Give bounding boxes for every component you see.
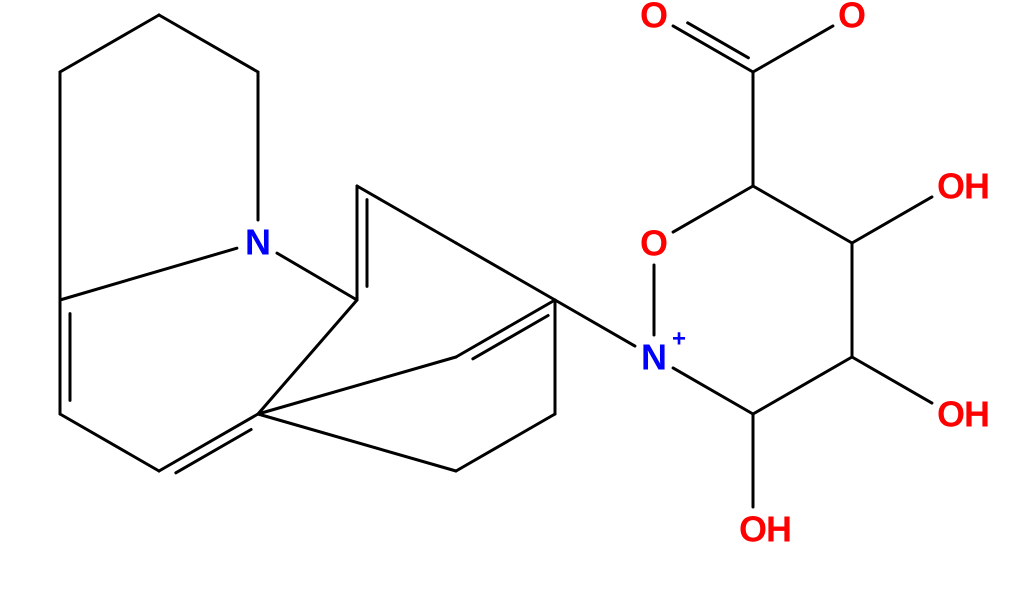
atom-O26: O <box>640 0 668 36</box>
svg-text:O: O <box>937 394 965 435</box>
atom-O20: OH <box>739 509 792 550</box>
svg-text:H: H <box>766 509 792 550</box>
svg-text:H: H <box>964 166 990 207</box>
bond-C4-C7 <box>159 414 258 473</box>
bond-O18-C21 <box>673 186 753 232</box>
bond-C25-O27 <box>753 26 833 72</box>
svg-text:−: − <box>870 0 884 11</box>
bond-C25-O26 <box>673 23 753 72</box>
bond-C9-C10 <box>357 186 367 300</box>
bond-C3-C6 <box>60 15 159 72</box>
svg-text:N: N <box>641 337 667 378</box>
svg-text:O: O <box>739 509 767 550</box>
svg-text:N: N <box>245 222 271 263</box>
bond-N16-C17 <box>673 368 753 414</box>
bond-C7-C15 <box>258 357 456 414</box>
svg-text:O: O <box>640 0 668 36</box>
bond-C1-C4 <box>60 414 159 471</box>
bond-C7-C11 <box>258 414 456 471</box>
bond-C11-C12 <box>456 414 555 471</box>
bond-C7-C9 <box>258 300 357 414</box>
bond-C2-N5 <box>60 248 237 300</box>
bond-C17-C19 <box>753 357 852 414</box>
atom-O27: O− <box>838 0 884 36</box>
bond-N5-C9 <box>277 253 357 300</box>
bond-C21-C22 <box>753 186 852 243</box>
bond-C1-C2 <box>60 300 70 414</box>
bond-C6-C8 <box>159 15 258 72</box>
svg-text:O: O <box>838 0 866 36</box>
svg-text:H: H <box>964 394 990 435</box>
bond-C15-C14 <box>456 300 555 359</box>
svg-text:+: + <box>672 326 686 353</box>
bond-C13-C14 <box>456 243 555 300</box>
svg-text:O: O <box>937 166 965 207</box>
bond-C19-O23 <box>852 357 932 403</box>
atom-O23: OH <box>937 394 990 435</box>
atom-O18: O <box>640 223 668 264</box>
bond-C22-O24 <box>852 197 932 243</box>
atom-N16: N+ <box>641 326 686 378</box>
bond-C14-N16 <box>555 300 635 346</box>
molecule-diagram: NN+OOHOHOHOO− <box>0 0 1033 605</box>
svg-text:O: O <box>640 223 668 264</box>
bond-C10-C13 <box>357 186 456 243</box>
atom-O24: OH <box>937 166 990 207</box>
atom-N5: N <box>245 222 271 263</box>
